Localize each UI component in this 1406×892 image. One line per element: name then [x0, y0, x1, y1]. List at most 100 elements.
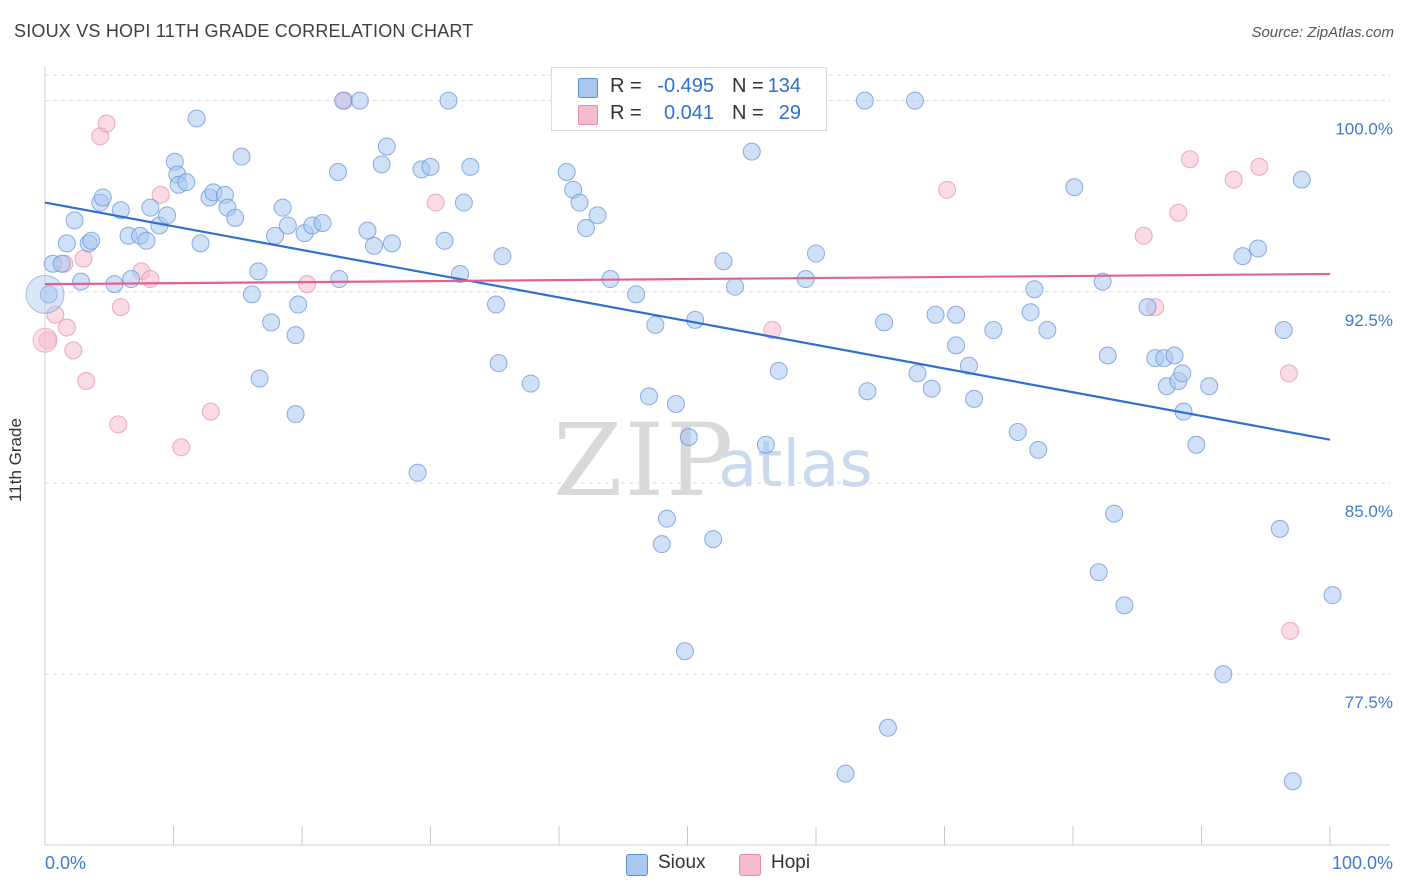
sioux-point [278, 216, 297, 235]
sioux-point [1089, 563, 1108, 582]
sioux-point [1214, 665, 1233, 684]
sioux-point [137, 231, 156, 250]
sioux-point [836, 764, 855, 783]
legend-n-label: N = [732, 75, 764, 97]
trend-lines [44, 201, 1331, 441]
sioux-point [922, 379, 941, 398]
hopi-point [1224, 170, 1243, 189]
sioux-point [965, 389, 984, 408]
y-tick-label: 77.5% [1345, 693, 1393, 712]
sioux-point [461, 157, 480, 176]
sioux-point [39, 285, 58, 304]
legend-r-value: 0.041 [663, 102, 714, 124]
sioux-point [350, 91, 369, 110]
hopi-point [151, 185, 170, 204]
sioux-point [1323, 586, 1342, 605]
sioux-point [1173, 364, 1192, 383]
sioux-point [57, 234, 76, 253]
y-tick-label: 92.5% [1345, 311, 1393, 330]
sioux-point [1138, 298, 1157, 317]
hopi-point [1134, 226, 1153, 245]
sioux-point [926, 305, 945, 324]
sioux-point [158, 206, 177, 225]
hopi-point [111, 298, 130, 317]
legend-label-sioux: Sioux [658, 852, 706, 873]
sioux-point [1115, 596, 1134, 615]
sioux-point [1021, 303, 1040, 322]
sioux-point [52, 254, 71, 273]
legend-label-hopi: Hopi [771, 852, 811, 873]
legend-swatch-sioux [626, 854, 648, 876]
sioux-point [686, 310, 705, 329]
sioux-point [639, 387, 658, 406]
hopi-point [109, 415, 128, 434]
sioux-point [855, 91, 874, 110]
sioux-point [878, 718, 897, 737]
legend-swatch-hopi [578, 105, 598, 125]
sioux-point [1233, 247, 1252, 266]
tick-labels: 77.5% 85.0% 92.5% 100.0% 0.0% 100.0% [45, 120, 1393, 873]
sioux-point [704, 530, 723, 549]
hopi-point [77, 372, 96, 391]
sioux-point [286, 326, 305, 345]
sioux-point [576, 219, 595, 238]
sioux-point [521, 374, 540, 393]
sioux-point [435, 231, 454, 250]
hopi-point [1279, 364, 1298, 383]
y-tick-label: 100.0% [1335, 120, 1393, 139]
hopi-point [141, 270, 160, 289]
legend-r-label: R = [610, 75, 642, 97]
sioux-point [232, 147, 251, 166]
hopi-point [1180, 150, 1199, 169]
axis-layer [44, 66, 1390, 846]
sioux-point [71, 272, 90, 291]
sioux-point [1283, 772, 1302, 791]
sioux-point [1038, 321, 1057, 340]
sioux-point [191, 234, 210, 253]
sioux-point [1270, 519, 1289, 538]
sioux-point [421, 157, 440, 176]
sioux-point [286, 405, 305, 424]
legend-row-sioux: R = -0.495 N = 134 [552, 74, 826, 100]
sioux-point [675, 642, 694, 661]
legend-swatch-sioux [578, 78, 598, 98]
watermark-zip: ZIP [553, 402, 736, 519]
sioux-point [250, 369, 269, 388]
sioux-point [908, 364, 927, 383]
hopi-point [97, 114, 116, 133]
sioux-point [652, 535, 671, 554]
hopi-points [32, 91, 1300, 640]
hopi-point [763, 321, 782, 340]
sioux-point [408, 463, 427, 482]
hopi-point [57, 318, 76, 337]
sioux-trend-line [44, 201, 1331, 441]
legend-n-value: 29 [778, 102, 801, 124]
sioux-point [187, 109, 206, 128]
sioux-point [947, 305, 966, 324]
sioux-point [364, 236, 383, 255]
source-credit: Source: ZipAtlas.com [1251, 24, 1394, 41]
sioux-point [382, 234, 401, 253]
sioux-point [487, 295, 506, 314]
sioux-point [82, 231, 101, 250]
hopi-point [46, 305, 65, 324]
sioux-point [1093, 272, 1112, 291]
legend-r-value: -0.495 [657, 75, 714, 97]
hopi-point [1169, 203, 1188, 222]
sioux-point [273, 198, 292, 217]
sioux-point [1029, 440, 1048, 459]
sioux-point [439, 91, 458, 110]
sioux-point-cluster [25, 274, 65, 314]
sioux-point [657, 509, 676, 528]
sioux-point [959, 356, 978, 375]
sioux-point [875, 313, 894, 332]
sioux-point [947, 336, 966, 355]
sioux-point [756, 435, 775, 454]
sioux-point [372, 155, 391, 174]
sioux-point [726, 277, 745, 296]
y-axis-label: 11th Grade [6, 418, 25, 502]
series-legend: Sioux Hopi [0, 852, 1406, 878]
hopi-point [201, 402, 220, 421]
sioux-point [769, 361, 788, 380]
